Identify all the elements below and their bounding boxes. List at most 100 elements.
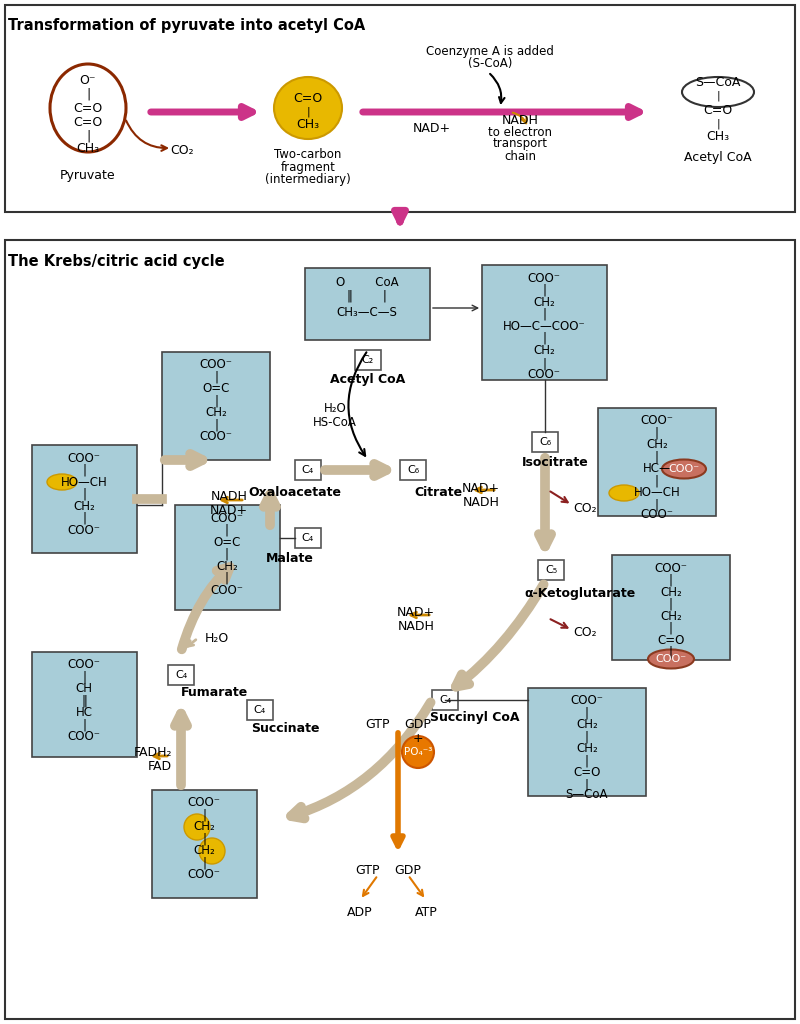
Text: transport: transport xyxy=(493,137,547,151)
Text: HC—: HC— xyxy=(642,463,671,475)
Text: |: | xyxy=(214,371,218,384)
Text: HS-CoA: HS-CoA xyxy=(313,416,357,428)
Text: CH₂: CH₂ xyxy=(660,586,682,598)
Text: Pyruvate: Pyruvate xyxy=(60,170,116,182)
Text: |: | xyxy=(82,719,86,731)
Text: COO⁻: COO⁻ xyxy=(654,561,687,574)
Text: |: | xyxy=(82,487,86,501)
Text: |: | xyxy=(214,394,218,408)
Text: CH₃: CH₃ xyxy=(706,130,730,143)
Text: |: | xyxy=(225,523,229,537)
Text: |: | xyxy=(202,809,206,821)
Text: C₄: C₄ xyxy=(302,465,314,475)
Circle shape xyxy=(184,814,210,840)
Text: NAD+: NAD+ xyxy=(413,122,451,134)
Text: |: | xyxy=(202,833,206,846)
Text: FAD: FAD xyxy=(148,760,172,772)
Text: COO⁻: COO⁻ xyxy=(199,430,233,443)
Text: CO₂: CO₂ xyxy=(170,143,194,157)
Text: ‖        |: ‖ | xyxy=(347,290,387,302)
Text: |: | xyxy=(86,87,90,100)
FancyBboxPatch shape xyxy=(400,460,426,480)
Text: C₂: C₂ xyxy=(362,355,374,365)
Text: chain: chain xyxy=(504,150,536,163)
Text: |: | xyxy=(82,671,86,683)
Text: COO⁻: COO⁻ xyxy=(641,509,674,521)
Text: O=C: O=C xyxy=(214,536,241,549)
Text: |: | xyxy=(716,91,720,101)
Text: CH₂: CH₂ xyxy=(533,296,555,308)
Text: COO⁻: COO⁻ xyxy=(187,868,221,882)
Text: O⁻: O⁻ xyxy=(80,74,96,86)
FancyBboxPatch shape xyxy=(295,528,321,548)
Text: COO⁻: COO⁻ xyxy=(527,368,561,381)
Text: C₄: C₄ xyxy=(439,695,451,705)
Text: HC: HC xyxy=(75,707,93,720)
Text: PO₄⁻³: PO₄⁻³ xyxy=(404,746,432,757)
Circle shape xyxy=(402,736,434,768)
Text: α-Ketoglutarate: α-Ketoglutarate xyxy=(524,587,636,599)
Text: S—CoA: S—CoA xyxy=(695,76,741,88)
Text: CH: CH xyxy=(75,683,93,695)
Text: CH₂: CH₂ xyxy=(576,742,598,756)
Ellipse shape xyxy=(609,485,639,501)
Text: |: | xyxy=(225,548,229,560)
Text: CO₂: CO₂ xyxy=(573,502,597,514)
Text: |: | xyxy=(585,707,589,720)
Text: Acetyl CoA: Acetyl CoA xyxy=(330,374,406,386)
Text: |: | xyxy=(716,119,720,129)
Text: (intermediary): (intermediary) xyxy=(265,172,351,185)
Text: |: | xyxy=(225,571,229,585)
Text: |: | xyxy=(669,622,673,635)
FancyBboxPatch shape xyxy=(32,652,137,757)
FancyBboxPatch shape xyxy=(295,460,321,480)
Text: H₂O: H₂O xyxy=(324,401,346,415)
FancyBboxPatch shape xyxy=(152,790,257,898)
FancyBboxPatch shape xyxy=(528,688,646,796)
Text: C=O: C=O xyxy=(658,634,685,646)
Text: fragment: fragment xyxy=(281,161,335,173)
FancyBboxPatch shape xyxy=(432,690,458,710)
Text: O        CoA: O CoA xyxy=(336,275,398,289)
Text: |: | xyxy=(655,451,659,464)
Ellipse shape xyxy=(662,460,706,478)
FancyBboxPatch shape xyxy=(355,350,381,370)
Text: Malate: Malate xyxy=(266,552,314,564)
Text: CH₂: CH₂ xyxy=(533,343,555,356)
FancyBboxPatch shape xyxy=(168,665,194,685)
Text: Fumarate: Fumarate xyxy=(182,685,249,698)
Text: |: | xyxy=(669,645,673,658)
Text: ADP: ADP xyxy=(347,905,373,919)
Text: C₆: C₆ xyxy=(407,465,419,475)
Text: HO—CH: HO—CH xyxy=(634,486,680,500)
Text: |: | xyxy=(82,464,86,476)
Text: S—CoA: S—CoA xyxy=(566,788,608,802)
Text: CH₂: CH₂ xyxy=(73,500,95,512)
Text: COO⁻: COO⁻ xyxy=(641,415,674,427)
Ellipse shape xyxy=(47,474,77,490)
Text: C₆: C₆ xyxy=(539,437,551,447)
Text: Succinate: Succinate xyxy=(250,722,319,734)
Text: Succinyl CoA: Succinyl CoA xyxy=(430,712,520,725)
FancyBboxPatch shape xyxy=(162,352,270,460)
Text: |: | xyxy=(542,357,546,371)
Text: Two-carbon: Two-carbon xyxy=(274,148,342,162)
Text: C₄: C₄ xyxy=(175,670,187,680)
FancyBboxPatch shape xyxy=(305,268,430,340)
Text: |: | xyxy=(82,512,86,524)
Text: C₄: C₄ xyxy=(254,705,266,715)
Text: COO⁻: COO⁻ xyxy=(655,654,686,664)
FancyBboxPatch shape xyxy=(175,505,280,610)
Text: CH₃—C—S: CH₃—C—S xyxy=(337,305,398,318)
Text: HO—CH: HO—CH xyxy=(61,475,107,488)
Text: CH₂: CH₂ xyxy=(646,438,668,452)
Text: COO⁻: COO⁻ xyxy=(570,694,603,708)
Text: C=O: C=O xyxy=(74,116,102,128)
Text: |: | xyxy=(306,106,310,118)
Text: Citrate: Citrate xyxy=(414,485,462,499)
Text: FADH₂: FADH₂ xyxy=(134,745,172,759)
Ellipse shape xyxy=(274,77,342,139)
Text: |: | xyxy=(214,419,218,431)
Text: H₂O: H₂O xyxy=(205,632,230,644)
Text: CH₃: CH₃ xyxy=(297,118,319,130)
